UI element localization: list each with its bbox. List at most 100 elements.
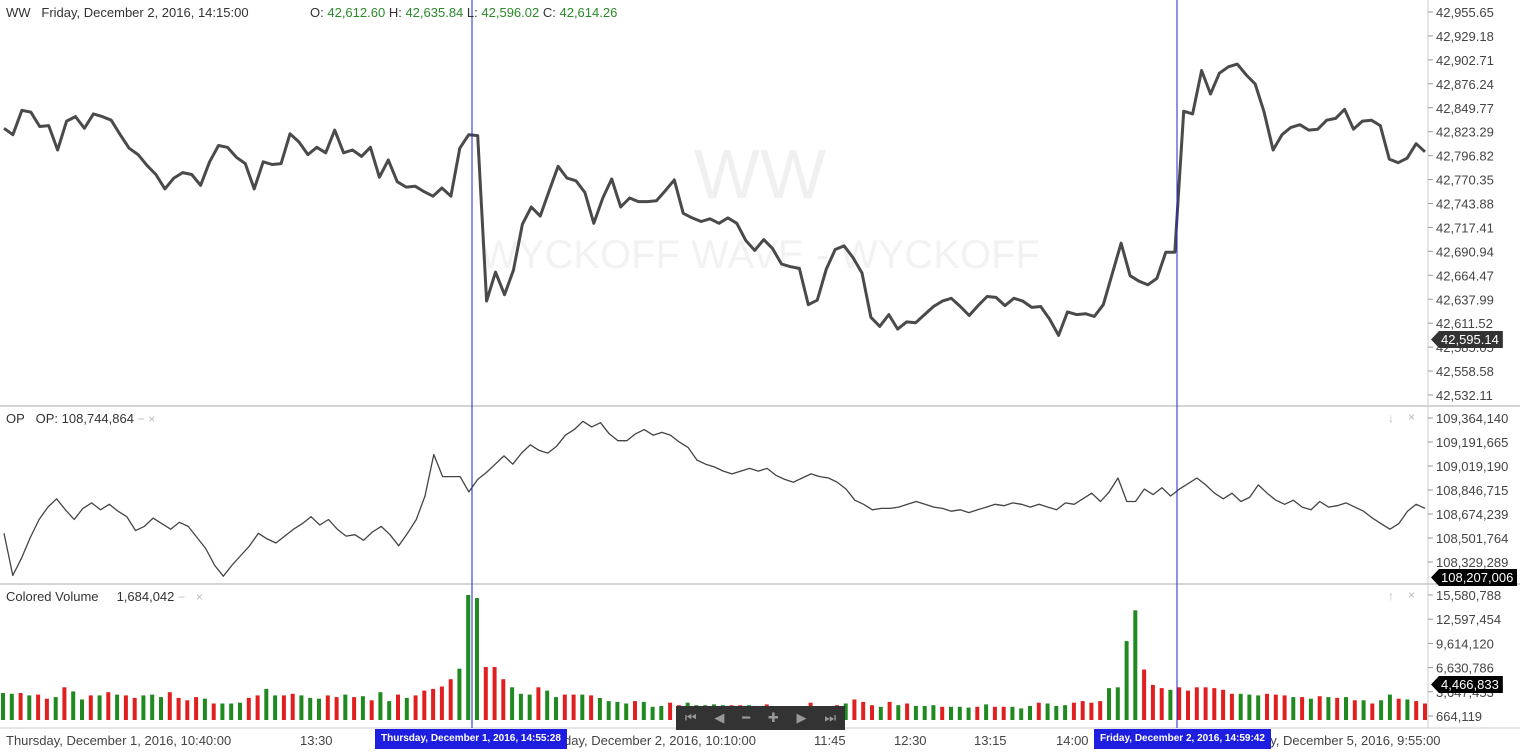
- volume-bar: [317, 698, 321, 720]
- volume-bar: [1028, 706, 1032, 720]
- y-axis-label: 42,558.58: [1436, 364, 1494, 379]
- volume-bar: [878, 706, 883, 720]
- volume-bar: [843, 703, 848, 720]
- volume-bar: [1308, 698, 1313, 720]
- y-axis-label: 42,955.65: [1436, 5, 1494, 20]
- last-icon[interactable]: ⏭: [824, 710, 837, 725]
- next-icon[interactable]: ▶: [796, 710, 807, 725]
- price-series-line: [3, 62, 1427, 337]
- op-close-button[interactable]: ×: [148, 412, 156, 426]
- prev-icon[interactable]: ◀: [714, 710, 725, 725]
- volume-bar: [1387, 694, 1392, 720]
- volume-bar: [123, 695, 128, 720]
- y-axis-label: 108,674,239: [1436, 507, 1508, 522]
- volume-bar: [334, 697, 339, 720]
- op-name: OP: [6, 411, 25, 426]
- volume-bar: [106, 692, 111, 720]
- x-axis-label: 12:30: [894, 733, 927, 748]
- volume-bar: [966, 707, 971, 720]
- volume-move-up-button[interactable]: ↑: [1388, 589, 1394, 603]
- volume-pane-close-button[interactable]: ×: [1408, 588, 1416, 602]
- volume-bar: [1229, 693, 1234, 720]
- volume-bar: [475, 598, 479, 720]
- volume-bar: [273, 695, 278, 720]
- zoom-in-icon[interactable]: ✚: [767, 710, 779, 725]
- zoom-out-icon[interactable]: ━: [742, 710, 751, 725]
- volume-bar: [1282, 695, 1287, 720]
- volume-bar: [1414, 701, 1419, 720]
- y-axis-label: 42,717.41: [1436, 220, 1494, 235]
- volume-bar: [1036, 702, 1041, 720]
- y-axis-label: 664,119: [1436, 709, 1482, 724]
- volume-close-button[interactable]: ×: [195, 590, 203, 604]
- volume-pane-header: Colored Volume 1,684,042 − ×: [6, 589, 203, 604]
- volume-bar: [1071, 702, 1076, 720]
- volume-bar: [88, 695, 93, 720]
- volume-bar: [1133, 610, 1138, 720]
- volume-bar: [141, 695, 146, 720]
- volume-bar: [1045, 703, 1050, 720]
- volume-bar: [606, 701, 611, 720]
- op-move-down-button[interactable]: ↓: [1388, 411, 1394, 425]
- volume-bar: [264, 688, 269, 720]
- volume-bar: [597, 697, 602, 720]
- volume-bar: [343, 694, 348, 720]
- op-value-label: OP:: [35, 411, 59, 426]
- volume-bar: [580, 694, 585, 720]
- volume-bar: [1273, 694, 1278, 720]
- volume-bar: [905, 703, 910, 720]
- volume-bar: [132, 697, 137, 720]
- volume-bar: [238, 702, 242, 720]
- x-axis-label: 11:45: [814, 733, 846, 748]
- volume-bar: [562, 694, 567, 720]
- volume-minimize-button[interactable]: −: [178, 590, 186, 604]
- volume-bar: [896, 705, 901, 720]
- op-pane-close-button[interactable]: ×: [1408, 410, 1416, 424]
- volume-bar: [870, 705, 874, 720]
- volume-bar: [483, 667, 488, 720]
- volume-bar: [1326, 697, 1331, 720]
- y-axis-label: 42,690.94: [1436, 244, 1494, 259]
- volume-bar: [299, 695, 304, 720]
- y-axis-label: 108,846,715: [1436, 483, 1508, 498]
- open-label: O:: [310, 5, 324, 20]
- volume-bar: [1054, 706, 1059, 720]
- volume-bar: [554, 697, 558, 720]
- volume-bar: [668, 702, 673, 720]
- y-axis-label: 42,849.77: [1436, 101, 1494, 116]
- volume-bar: [1115, 687, 1120, 720]
- volume-bar: [1361, 700, 1366, 720]
- y-axis-label: 108,501,764: [1436, 531, 1508, 546]
- volume-bar: [229, 703, 234, 720]
- y-axis-label: 42,902.71: [1436, 53, 1494, 68]
- volume-bar: [422, 690, 427, 720]
- volume-bar: [369, 700, 374, 720]
- volume-bar: [659, 706, 664, 720]
- volume-bar: [852, 699, 857, 720]
- volume-bar: [1221, 689, 1226, 720]
- volume-bar: [1379, 700, 1384, 720]
- y-axis-label: 42,770.35: [1436, 173, 1494, 188]
- volume-bar: [1, 693, 5, 720]
- y-axis-label: 6,630,786: [1436, 661, 1494, 676]
- volume-bar: [185, 700, 190, 720]
- high-value: 42,635.84: [405, 5, 464, 20]
- y-axis-label: 42,823.29: [1436, 125, 1494, 140]
- volume-bar: [71, 691, 76, 720]
- volume-bar: [501, 679, 506, 720]
- first-icon[interactable]: ⏮: [684, 710, 697, 725]
- volume-bar: [1256, 695, 1261, 720]
- volume-bar: [1423, 703, 1427, 720]
- volume-bar: [492, 667, 497, 720]
- chart-navigator: ⏮ ◀ ━ ✚ ▶ ⏭: [676, 706, 845, 730]
- volume-bar: [1010, 706, 1015, 720]
- volume-bar: [633, 701, 637, 720]
- volume-bar: [518, 693, 523, 720]
- volume-bar: [18, 693, 23, 720]
- volume-bar: [1335, 697, 1340, 720]
- volume-bar: [1291, 697, 1296, 720]
- volume-bar: [457, 668, 462, 720]
- op-minimize-button[interactable]: −: [137, 412, 145, 426]
- volume-bar: [159, 697, 163, 720]
